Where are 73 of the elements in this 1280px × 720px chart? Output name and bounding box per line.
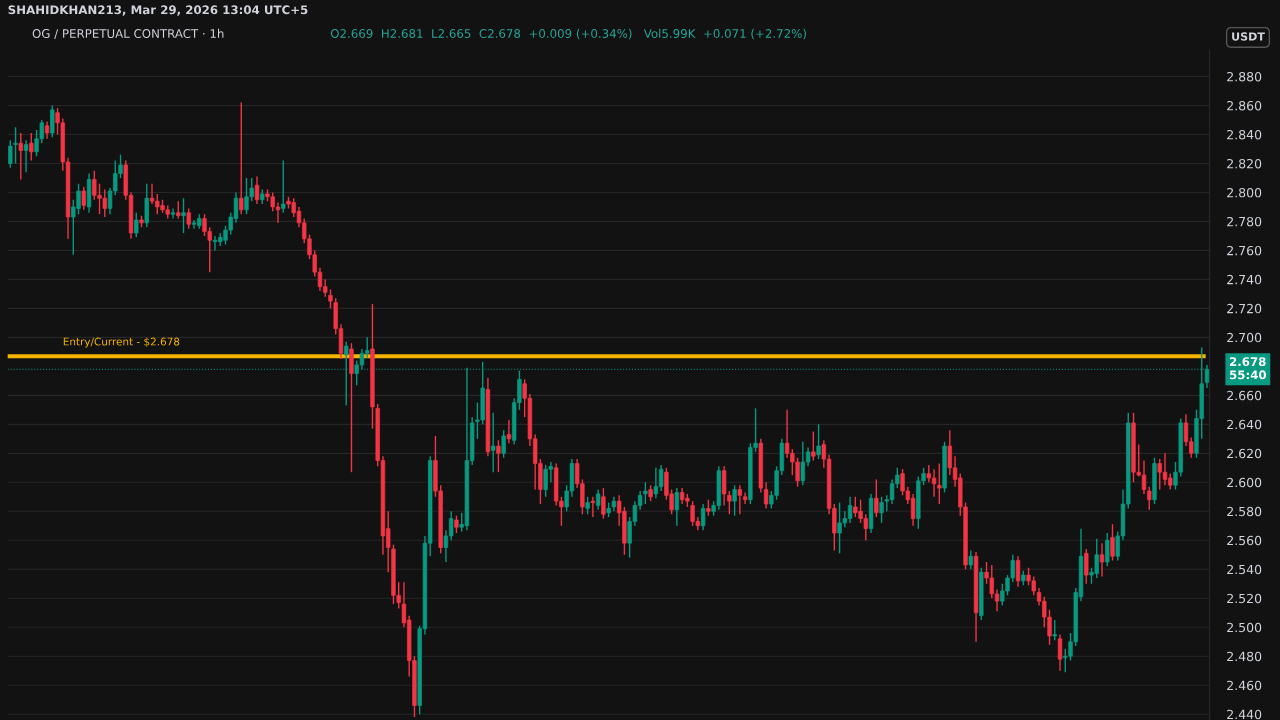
- candlestick: [1015, 555, 1021, 588]
- candlestick: [328, 288, 333, 310]
- candlestick: [186, 207, 191, 230]
- y-tick-label: 2.800: [1227, 187, 1262, 198]
- candlestick: [742, 491, 748, 505]
- y-tick-label: 2.780: [1227, 216, 1262, 227]
- candlestick: [281, 159, 286, 214]
- y-tick-label: 2.560: [1227, 535, 1262, 546]
- candlestick: [18, 132, 23, 181]
- candlestick: [181, 197, 186, 234]
- y-tick-label: 2.720: [1227, 303, 1262, 314]
- candlestick: [1105, 532, 1110, 568]
- candlestick: [501, 429, 506, 459]
- y-tick-label: 2.580: [1227, 506, 1262, 517]
- candlestick: [1110, 523, 1115, 562]
- y-tick-label: 2.740: [1227, 274, 1262, 285]
- candlestick: [1147, 485, 1152, 511]
- candlestick: [29, 132, 34, 162]
- candlestick: [643, 481, 648, 505]
- y-tick-label: 2.520: [1227, 593, 1262, 604]
- text: SHAHIDKHAN213, Mar 29, 2026 13:04 UTC+5: [8, 5, 308, 16]
- candlestick: [23, 139, 29, 173]
- candlestick: [763, 481, 769, 510]
- ref-line-label: 2.678 55:40: [1229, 357, 1267, 380]
- candlestick: [732, 484, 737, 517]
- candlestick: [968, 549, 973, 570]
- y-tick-label: 2.500: [1227, 622, 1262, 633]
- candlestick: [595, 488, 601, 511]
- ref-line-label: Entry/Current - $2.678: [63, 337, 180, 348]
- y-tick-label: 2.600: [1227, 477, 1262, 488]
- y-tick-label: 2.700: [1227, 332, 1262, 343]
- candlestick: [816, 423, 821, 460]
- candlestick: [590, 496, 596, 518]
- y-tick-label: 2.460: [1227, 680, 1262, 691]
- candlestick: [727, 490, 732, 515]
- text: USDT: [1232, 32, 1265, 41]
- candlestick: [50, 104, 55, 139]
- candlestick: [737, 484, 743, 515]
- candlestick: [1099, 542, 1105, 578]
- candlestick: [1084, 548, 1089, 585]
- y-tick-label: 2.540: [1227, 564, 1262, 575]
- candlestick: [700, 503, 706, 531]
- candlestick: [874, 478, 879, 518]
- candlestick: [254, 175, 260, 205]
- candlestick: [13, 126, 18, 165]
- y-tick-label: 2.860: [1227, 100, 1262, 111]
- candlestick: [879, 496, 884, 524]
- candlestick: [8, 139, 13, 169]
- candlestick: [674, 487, 680, 527]
- candlestick: [1057, 633, 1063, 672]
- y-tick-label: 2.820: [1227, 158, 1262, 169]
- candlestick: [490, 412, 496, 473]
- y-tick-label: 2.660: [1227, 390, 1262, 401]
- candlestick: [496, 439, 501, 473]
- y-tick-label: 2.880: [1227, 71, 1262, 82]
- chart-title: OG / PERPETUAL CONTRACT · 1h: [32, 28, 224, 39]
- candlestick: [81, 185, 86, 211]
- y-tick-label: 2.760: [1227, 245, 1262, 256]
- candlestick: [1052, 619, 1057, 641]
- y-tick-label: 2.640: [1227, 419, 1262, 430]
- y-tick-label: 2.440: [1227, 709, 1262, 720]
- y-tick-label: 2.620: [1227, 448, 1262, 459]
- candlestick: [239, 101, 244, 215]
- y-tick-label: 2.840: [1227, 129, 1262, 140]
- candlestick: [937, 462, 942, 505]
- candlestick: [134, 212, 139, 239]
- candlestick: [721, 465, 727, 507]
- candlestick: [811, 430, 816, 462]
- y-tick-label: 2.480: [1227, 651, 1262, 662]
- candlestick: [170, 207, 176, 220]
- candlestick: [506, 419, 512, 444]
- chart-subtitle: O2.669 H2.681 L2.665 C2.678 +0.009 (+0.34%) Vol5.99K +0.071 (+2.72%): [330, 28, 806, 40]
- candlestick: [601, 487, 606, 520]
